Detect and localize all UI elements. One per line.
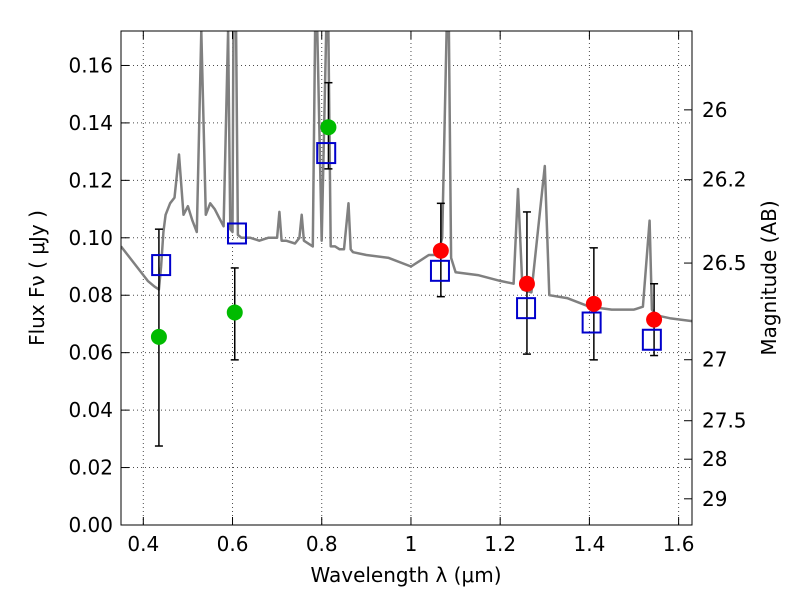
- model-square-point: [641, 328, 662, 351]
- y-tick-label: 0.12: [68, 168, 113, 192]
- green-data-point: [320, 119, 337, 136]
- red-data-point: [585, 295, 602, 312]
- model-square-point: [581, 311, 602, 334]
- x-tick-label: 0.6: [217, 532, 249, 556]
- x-tick-label: 0.8: [306, 532, 338, 556]
- axis-ticks: 0.4 0.6 0.8 1 1.2 1.4 1.6 0.00 0.02 0.04 0.06 0.08 0…: [68, 31, 747, 556]
- x-tick-label: 1.6: [663, 532, 695, 556]
- y-tick-label: 0.06: [68, 341, 113, 365]
- y2-tick-label: 29: [702, 487, 727, 511]
- model-square-point: [516, 297, 537, 320]
- template-spectrum-line: [121, 31, 692, 323]
- red-data-point: [518, 275, 535, 292]
- axes-frame: [120, 30, 693, 526]
- x-tick-label: 0.4: [127, 532, 159, 556]
- x-tick-label: 1.2: [484, 532, 516, 556]
- green-data-point: [226, 304, 243, 321]
- y2-tick-label: 28: [702, 447, 727, 471]
- grid-lines: [121, 31, 692, 526]
- y-tick-label: 0.08: [68, 283, 113, 307]
- model-square-point: [429, 259, 450, 282]
- y-tick-label: 0.14: [68, 111, 113, 135]
- y2-tick-label: 26.2: [702, 168, 747, 192]
- y2-axis-label: Magnitude (AB): [757, 200, 781, 355]
- y-axis-label: Flux Fν ( μJy ): [25, 210, 49, 346]
- red-data-point: [646, 311, 663, 328]
- y2-tick-label: 27: [702, 348, 727, 372]
- x-tick-label: 1: [405, 532, 418, 556]
- plot-area: [121, 31, 692, 447]
- y-tick-label: 0.10: [68, 226, 113, 250]
- green-data-point: [150, 328, 167, 345]
- y2-tick-label: 27.5: [702, 409, 747, 433]
- x-tick-label: 1.4: [573, 532, 605, 556]
- y-tick-label: 0.00: [68, 513, 113, 537]
- x-axis-label: Wavelength λ (μm): [310, 563, 501, 587]
- y-tick-label: 0.16: [68, 53, 113, 77]
- model-square-point: [226, 222, 247, 245]
- y2-tick-label: 26.5: [702, 251, 747, 275]
- y-tick-label: 0.02: [68, 456, 113, 480]
- y2-tick-label: 26: [702, 98, 727, 122]
- y-tick-label: 0.04: [68, 398, 113, 422]
- model-square-point: [151, 254, 172, 277]
- red-data-point: [432, 242, 449, 259]
- model-square-point: [316, 142, 337, 165]
